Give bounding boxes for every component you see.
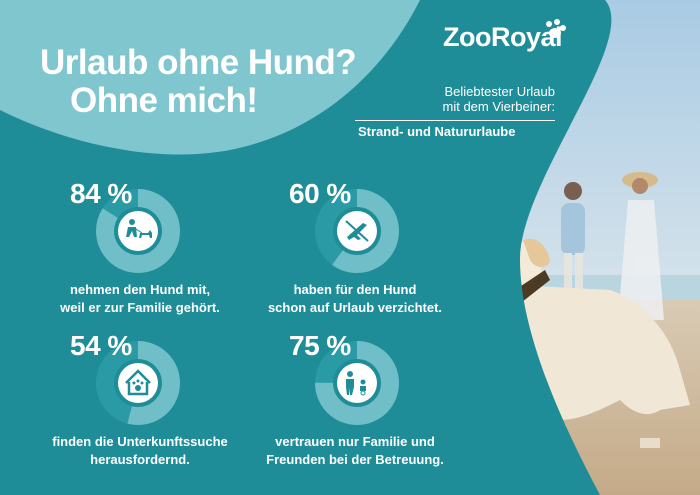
- stat-text-3: finden die Unterkunftssuche herausforder…: [40, 433, 240, 469]
- dog-house-icon: [125, 369, 151, 396]
- headline-line1: Urlaub ohne Hund?: [40, 43, 357, 82]
- headline: Urlaub ohne Hund? Ohne mich!: [40, 43, 357, 120]
- favorite-label: Beliebtester Urlaub mit dem Vierbeiner:: [340, 84, 555, 114]
- favorite-label-line1: Beliebtester Urlaub: [444, 84, 555, 99]
- stat-text-3-line2: herausfordernd.: [90, 452, 190, 467]
- favorite-label-line2: mit dem Vierbeiner:: [442, 99, 555, 114]
- stat-icon-bg-3: [118, 363, 158, 403]
- stat-text-1: nehmen den Hund mit, weil er zur Familie…: [40, 281, 240, 317]
- couple-figure: [561, 172, 664, 320]
- stat-text-1-line2: weil er zur Familie gehört.: [60, 300, 220, 315]
- stat-value-4: 75 %: [289, 330, 351, 361]
- no-travel-icon: [345, 220, 369, 242]
- family-icon: [346, 371, 366, 396]
- favorite-divider: [355, 120, 555, 121]
- stat-value-2: 60 %: [289, 178, 351, 209]
- stat-text-4-line2: Freunden bei der Betreuung.: [266, 452, 444, 467]
- headline-line2: Ohne mich!: [70, 81, 258, 120]
- stat-ring-progress-4: [315, 341, 399, 425]
- stat-value-3: 54 %: [70, 330, 132, 361]
- stat-text-3-line1: finden die Unterkunftssuche: [52, 434, 228, 449]
- stat-ring-progress-1: [96, 189, 180, 273]
- stat-value-1: 84 %: [70, 178, 132, 209]
- stat-text-2-line1: haben für den Hund: [293, 282, 417, 297]
- stat-ring-progress-2: [315, 189, 399, 273]
- favorite-answer: Strand- und Natururlaube: [358, 124, 516, 139]
- stat-text-1-line1: nehmen den Hund mit,: [69, 282, 211, 297]
- stat-text-2: haben für den Hund schon auf Urlaub verz…: [255, 281, 455, 317]
- stat-ring-progress-3: [96, 341, 180, 425]
- stat-icon-bg-1: [118, 211, 158, 251]
- person-with-dog-icon: [126, 219, 152, 238]
- paw-icon: [546, 19, 566, 38]
- stat-text-2-line2: schon auf Urlaub verzichtet.: [267, 300, 443, 315]
- brand-logo: ZooRoyal: [443, 22, 563, 52]
- stat-text-4-line1: vertrauen nur Familie und: [275, 434, 435, 449]
- stat-text-4: vertrauen nur Familie und Freunden bei d…: [255, 433, 455, 469]
- stat-icon-bg-4: [337, 363, 377, 403]
